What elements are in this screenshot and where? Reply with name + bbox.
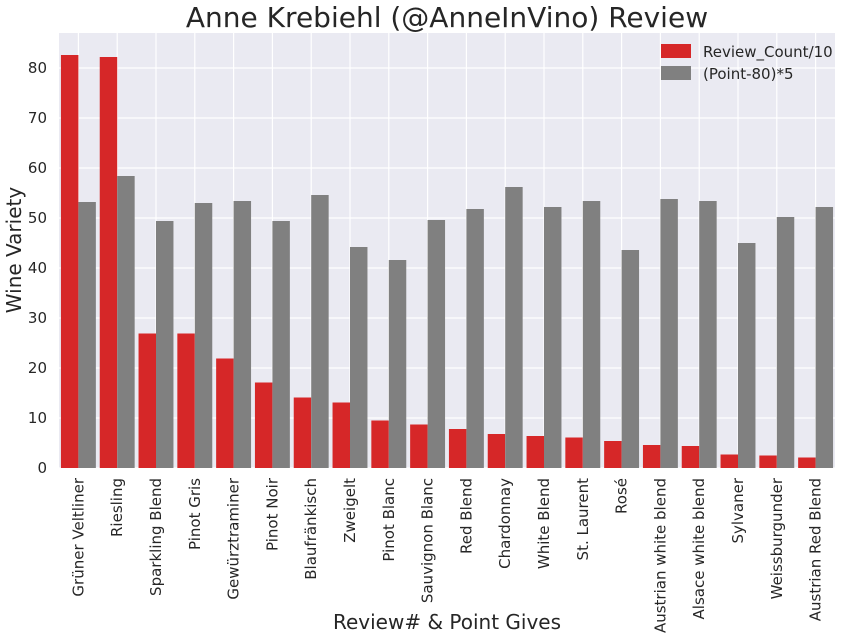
bar-review-count [216, 358, 234, 468]
x-tick-label: Austrian Red Blend [807, 478, 825, 621]
bar-points [776, 217, 795, 468]
y-tick-label: 10 [28, 409, 47, 427]
bar-points [388, 260, 407, 468]
y-tick-label: 70 [28, 109, 47, 127]
y-tick-label: 40 [28, 259, 47, 277]
bar-points [621, 250, 640, 468]
bar-review-count [642, 445, 661, 468]
bar-review-count [254, 382, 273, 468]
bar-points [544, 207, 562, 468]
legend-label: Review_Count/10 [703, 43, 833, 62]
bar-points [117, 176, 135, 468]
x-tick-label: Gewürztraminer [225, 477, 243, 599]
y-tick-label: 80 [28, 59, 47, 77]
bars [60, 55, 834, 468]
bar-points [660, 199, 678, 468]
bar-points [156, 221, 174, 468]
y-tick-label: 20 [28, 359, 47, 377]
bar-points [311, 195, 329, 468]
bar-points [78, 202, 96, 468]
x-tick-label: Pinot Blanc [380, 478, 398, 562]
bar-points [815, 207, 834, 468]
bar-review-count [487, 434, 506, 468]
y-axis-title: Wine Variety [2, 187, 26, 314]
bar-review-count [99, 57, 118, 468]
x-tick-label: Grüner Veltliner [69, 477, 87, 596]
bar-points [699, 201, 717, 468]
x-tick-label: White Blend [535, 478, 553, 569]
x-tick-label: Sylvaner [729, 477, 747, 543]
bar-review-count [526, 436, 544, 468]
bar-review-count [448, 429, 467, 468]
x-tick-label: St. Laurent [574, 478, 592, 561]
x-tick-label: Sparkling Blend [147, 478, 165, 596]
legend-label: (Point-80)*5 [703, 65, 794, 83]
legend: Review_Count/10 (Point-80)*5 [661, 43, 833, 83]
bar-points [738, 243, 756, 468]
bar-review-count [293, 397, 312, 468]
bar-points [272, 221, 290, 468]
bar-review-count [720, 454, 738, 468]
bar-review-count [565, 437, 583, 468]
x-tick-label: Zweigelt [341, 478, 359, 543]
chart-title: Anne Krebiehl (@AnneInVino) Review [186, 1, 708, 34]
bar-review-count [759, 455, 777, 468]
bar-review-count [60, 55, 79, 468]
x-tick-label: Austrian white blend [651, 478, 669, 633]
x-axis-ticks: Grüner Veltliner Riesling Sparkling Blend P… [69, 477, 824, 633]
x-tick-label: Rosé [613, 478, 631, 514]
bar-points [427, 220, 446, 468]
bar-points [350, 247, 368, 468]
y-tick-label: 50 [28, 209, 47, 227]
x-tick-label: Pinot Gris [186, 478, 204, 550]
bar-review-count [798, 457, 816, 468]
x-axis-title: Review# & Point Gives [333, 610, 561, 634]
y-tick-label: 0 [37, 459, 47, 477]
x-tick-label: Blaufränkisch [302, 478, 320, 580]
bar-review-count [681, 446, 700, 468]
bar-points [582, 201, 601, 468]
bar-review-count [177, 333, 195, 468]
bar-review-count [332, 402, 350, 468]
x-tick-label: Riesling [108, 478, 126, 537]
y-tick-label: 60 [28, 159, 47, 177]
legend-swatch [661, 44, 691, 58]
bar-points [505, 187, 523, 468]
x-tick-label: Pinot Noir [263, 477, 281, 551]
x-tick-label: Sauvignon Blanc [419, 478, 437, 603]
y-axis-ticks: 0 10 20 30 40 50 60 70 80 [28, 59, 47, 477]
x-tick-label: Red Blend [457, 478, 475, 554]
x-tick-label: Weissburgunder [768, 477, 786, 599]
bar-points [466, 209, 484, 468]
legend-swatch [661, 66, 691, 80]
y-tick-label: 30 [28, 309, 47, 327]
x-tick-label: Chardonnay [496, 478, 514, 569]
bar-review-count [138, 333, 156, 468]
bar-review-count [604, 441, 622, 468]
bar-points [233, 201, 252, 468]
bar-review-count [410, 424, 428, 468]
plot-background [59, 33, 835, 468]
bar-review-count [371, 420, 389, 468]
x-tick-label: Alsace white blend [690, 478, 708, 619]
bar-points [194, 203, 213, 468]
